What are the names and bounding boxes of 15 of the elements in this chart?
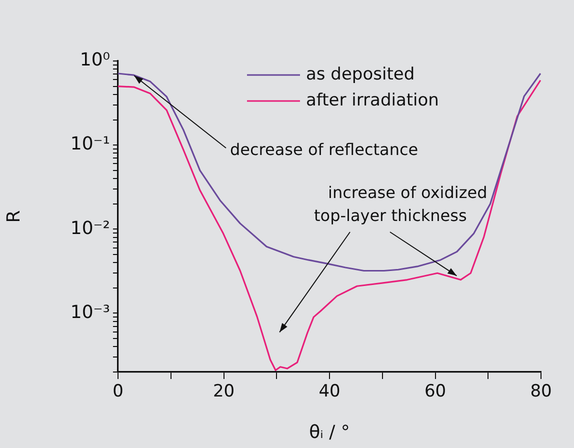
x-tick-label: 80: [530, 382, 552, 402]
y-tick-label: 10⁰: [80, 50, 110, 71]
x-axis-title: θᵢ / °: [309, 422, 350, 443]
y-tick-label: 10⁻³: [70, 302, 110, 323]
annotation: decrease of reflectance: [230, 140, 418, 159]
x-tick-label: 0: [112, 382, 124, 402]
annotation: increase of oxidized top-layer thickness: [314, 183, 488, 225]
x-tick-label: 20: [212, 382, 235, 402]
y-axis-title: R: [3, 210, 24, 223]
x-tick-label: 60: [424, 382, 446, 402]
y-tick-label: 10⁻²: [70, 218, 110, 239]
legend-label: as deposited: [306, 64, 415, 84]
legend-label: after irradiation: [306, 90, 439, 110]
x-tick-label: 40: [318, 382, 340, 402]
y-tick-label: 10⁻¹: [70, 134, 110, 155]
